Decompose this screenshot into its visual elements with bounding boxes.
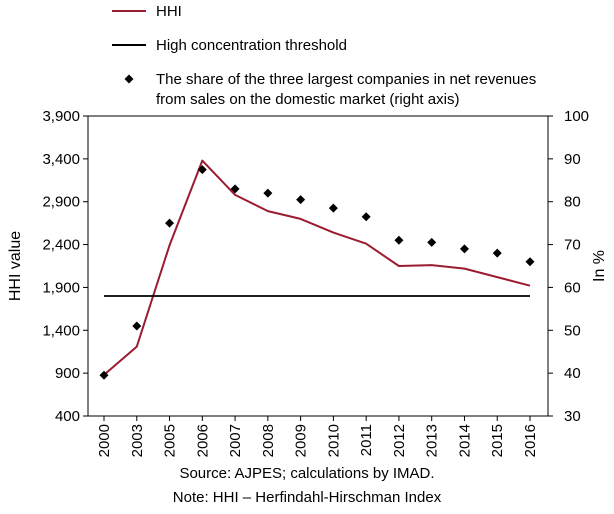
legend: HHI High concentration threshold The share… bbox=[112, 3, 536, 108]
share-point bbox=[328, 203, 338, 213]
legend-label: The share of the three largest companies… bbox=[156, 71, 536, 88]
x-tick-label: 2012 bbox=[391, 424, 408, 457]
y-right-tick-label: 30 bbox=[564, 408, 581, 425]
x-tick-label: 2013 bbox=[424, 424, 441, 457]
x-tick-label: 2007 bbox=[227, 424, 244, 457]
y-left-tick-label: 2,900 bbox=[42, 194, 80, 211]
y-right-axis-label: In % bbox=[591, 250, 608, 282]
y-right-tick-label: 60 bbox=[564, 279, 581, 296]
x-tick-label: 2008 bbox=[260, 424, 277, 457]
y-right-tick-label: 100 bbox=[564, 108, 589, 125]
share-point bbox=[492, 248, 502, 258]
share-point bbox=[230, 184, 240, 194]
x-tick-label: 2016 bbox=[522, 424, 539, 457]
plot-frame bbox=[87, 115, 549, 417]
share-point bbox=[99, 370, 109, 380]
x-tick-label: 2000 bbox=[96, 424, 113, 457]
share-point bbox=[394, 235, 404, 245]
x-tick-label: 2003 bbox=[129, 424, 146, 457]
share-point bbox=[296, 195, 306, 205]
share-point bbox=[427, 237, 437, 247]
share-point bbox=[459, 244, 469, 254]
y-left-tick-label: 2,400 bbox=[42, 237, 80, 254]
y-right-tick-label: 80 bbox=[564, 194, 581, 211]
x-tick-label: 2005 bbox=[162, 424, 179, 457]
x-axis: 2000 2003 2005 2006 2007 2008 2009 2010 2011 2012… bbox=[96, 416, 539, 457]
x-tick-label: 2009 bbox=[293, 424, 310, 457]
share-point bbox=[361, 212, 371, 222]
y-left-tick-label: 400 bbox=[55, 408, 80, 425]
y-left-tick-label: 900 bbox=[55, 365, 80, 382]
x-tick-label: 2006 bbox=[194, 424, 211, 457]
share-point bbox=[197, 165, 207, 175]
y-right-tick-label: 90 bbox=[564, 151, 581, 168]
share-point bbox=[165, 218, 175, 228]
x-tick-label: 2014 bbox=[456, 424, 473, 457]
legend-swatch bbox=[124, 74, 134, 84]
legend-label: HHI bbox=[156, 3, 182, 20]
y-right-tick-label: 70 bbox=[564, 237, 581, 254]
y-axis-right: 30 40 50 60 70 80 90 100 In % bbox=[548, 108, 608, 425]
x-tick-label: 2015 bbox=[489, 424, 506, 457]
y-left-tick-label: 3,900 bbox=[42, 108, 80, 125]
y-left-axis-label: HHI value bbox=[7, 231, 24, 301]
source-note: Source: AJPES; calculations by IMAD. bbox=[179, 465, 435, 482]
legend-label: High concentration threshold bbox=[156, 37, 347, 54]
y-axis-left: 400 900 1,400 1,900 2,400 2,900 3,400 3,900 HHI … bbox=[7, 108, 88, 425]
y-left-tick-label: 3,400 bbox=[42, 151, 80, 168]
share-point bbox=[263, 188, 273, 198]
y-left-tick-label: 1,400 bbox=[42, 322, 80, 339]
y-right-tick-label: 50 bbox=[564, 322, 581, 339]
x-tick-label: 2011 bbox=[358, 424, 375, 456]
y-right-tick-label: 40 bbox=[564, 365, 581, 382]
plot-border bbox=[87, 115, 549, 417]
footnote: Note: HHI – Herfindahl-Hirschman Index bbox=[172, 489, 442, 506]
share-point bbox=[525, 257, 535, 267]
share-point bbox=[132, 321, 142, 331]
y-left-tick-label: 1,900 bbox=[42, 279, 80, 296]
series-layer bbox=[99, 159, 535, 380]
x-tick-label: 2010 bbox=[325, 424, 342, 457]
hhi-line bbox=[103, 159, 531, 376]
legend-label: from sales on the domestic market (right… bbox=[156, 91, 459, 108]
